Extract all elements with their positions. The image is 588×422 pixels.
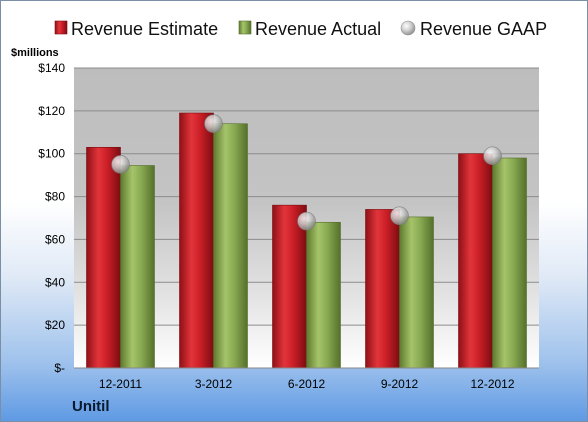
bar-revenue-estimate xyxy=(179,112,214,369)
y-tick-label: $20 xyxy=(45,318,65,332)
x-tick-label: 9-2012 xyxy=(381,377,419,391)
company-name: Unitil xyxy=(72,398,110,415)
bar-revenue-estimate xyxy=(272,204,307,369)
bar-revenue-actual xyxy=(120,165,155,369)
y-tick-label: $100 xyxy=(38,147,65,161)
legend-label-revenue-gaap: Revenue GAAP xyxy=(420,19,547,39)
bar-revenue-actual xyxy=(492,157,527,369)
x-tick-label: 12-2012 xyxy=(470,377,514,391)
legend-swatch-revenue-gaap xyxy=(400,20,416,36)
legend-swatch-revenue-actual xyxy=(238,20,252,35)
marker-revenue-gaap xyxy=(390,206,409,226)
marker-revenue-gaap xyxy=(111,155,130,174)
x-tick-label: 12-2011 xyxy=(99,377,142,391)
y-tick-label: $- xyxy=(54,361,65,375)
legend-label-revenue-actual: Revenue Actual xyxy=(255,19,381,39)
x-tick-label: 6-2012 xyxy=(288,377,326,391)
legend-item-revenue-gaap: Revenue GAAP xyxy=(400,19,547,39)
bar-revenue-actual xyxy=(213,123,248,369)
y-axis-ticks: $- $20 $40 $60 $80 $100 $120 $140 xyxy=(38,61,65,375)
legend-label-revenue-estimate: Revenue Estimate xyxy=(71,19,218,39)
y-tick-label: $60 xyxy=(45,232,65,246)
y-axis-unit-label: $millions xyxy=(11,47,59,59)
marker-revenue-gaap xyxy=(483,146,502,166)
bar-revenue-actual xyxy=(306,221,341,369)
x-tick-label: 3-2012 xyxy=(195,377,233,391)
marker-revenue-gaap xyxy=(204,114,223,134)
gaap-markers xyxy=(111,114,502,231)
y-tick-label: $120 xyxy=(38,104,65,118)
legend-item-revenue-actual: Revenue Actual xyxy=(238,19,381,39)
legend: Revenue Estimate Revenue Actual Revenue … xyxy=(54,19,547,39)
marker-revenue-gaap xyxy=(297,211,316,231)
bar-revenue-estimate xyxy=(86,146,121,369)
bar-revenue-estimate xyxy=(458,153,493,369)
y-tick-label: $80 xyxy=(45,190,65,204)
x-axis-ticks: 12-2011 3-2012 6-2012 9-2012 12-2012 xyxy=(99,377,515,391)
bar-revenue-actual xyxy=(399,216,434,369)
y-tick-label: $140 xyxy=(38,61,65,75)
legend-swatch-revenue-estimate xyxy=(54,20,68,35)
y-tick-label: $40 xyxy=(45,275,65,289)
legend-item-revenue-estimate: Revenue Estimate xyxy=(54,19,218,39)
bar-revenue-estimate xyxy=(365,209,400,369)
